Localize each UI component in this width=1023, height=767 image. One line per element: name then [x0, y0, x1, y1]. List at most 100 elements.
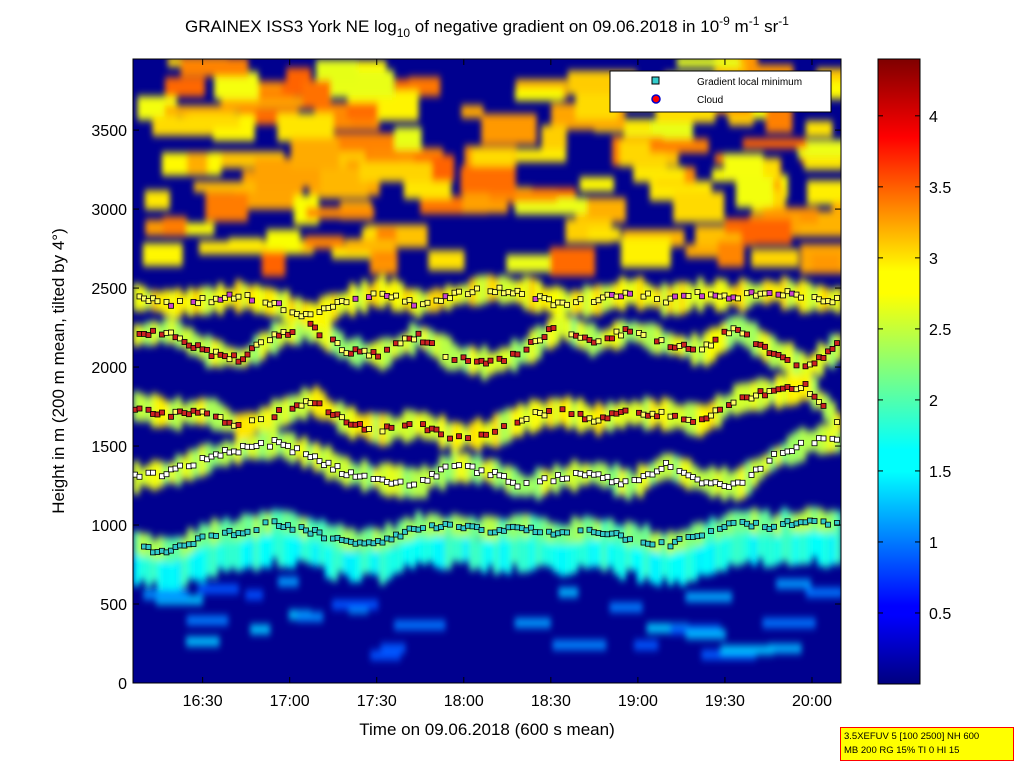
- heat-cell: [805, 371, 812, 401]
- info-line-2: MB 200 RG 15% TI 0 HI 15: [844, 745, 960, 756]
- heat-cell: [259, 332, 266, 360]
- gradient-minimum-marker: [834, 340, 840, 347]
- heat-cell: [768, 643, 802, 654]
- gradient-minimum-marker: [397, 533, 404, 540]
- heat-cell: [667, 554, 674, 586]
- heat-cell: [715, 327, 722, 355]
- gradient-minimum-marker: [757, 465, 764, 472]
- gradient-minimum-marker: [361, 472, 368, 479]
- gradient-minimum-marker: [316, 400, 323, 407]
- heat-cell: [193, 181, 256, 193]
- gradient-minimum-marker: [303, 527, 309, 534]
- gradient-minimum-marker: [312, 324, 318, 331]
- heat-cell: [229, 542, 236, 569]
- heat-cell: [295, 516, 302, 540]
- heat-cell: [739, 278, 746, 313]
- heat-cell: [499, 275, 506, 305]
- gradient-minimum-marker: [618, 532, 624, 539]
- heat-cell: [460, 166, 516, 194]
- heat-cell: [139, 468, 146, 486]
- y-tick-label: 1000: [91, 518, 127, 535]
- heat-cell: [397, 417, 404, 438]
- gradient-minimum-marker: [370, 290, 377, 297]
- heat-cell: [139, 556, 146, 581]
- heat-cell: [296, 612, 324, 622]
- heat-cell: [703, 285, 710, 304]
- heat-cell: [394, 620, 446, 630]
- heat-cell: [187, 287, 194, 317]
- heat-cell: [181, 556, 188, 587]
- heat-cell: [493, 540, 500, 575]
- gradient-minimum-marker: [829, 299, 836, 306]
- gradient-minimum-marker: [222, 294, 228, 301]
- heat-cell: [589, 539, 596, 568]
- gradient-minimum-marker: [510, 479, 516, 486]
- heat-cell: [805, 431, 812, 453]
- gradient-minimum-marker: [654, 413, 660, 420]
- heat-cell: [343, 457, 350, 487]
- gradient-minimum-marker: [546, 296, 552, 303]
- gradient-minimum-marker: [402, 528, 408, 535]
- heat-cell: [133, 555, 140, 586]
- gradient-minimum-marker: [343, 472, 350, 479]
- heat-cell: [475, 539, 482, 569]
- heat-cell: [319, 447, 326, 472]
- heat-cell: [631, 475, 638, 494]
- gradient-minimum-marker: [406, 421, 413, 427]
- heat-cell: [283, 290, 290, 324]
- gradient-minimum-marker: [465, 435, 471, 441]
- heat-cell: [433, 333, 440, 359]
- heat-cell: [720, 645, 774, 655]
- heat-cell: [529, 278, 536, 312]
- gradient-minimum-marker: [811, 518, 818, 524]
- gradient-minimum-marker: [784, 518, 791, 525]
- gradient-minimum-marker: [658, 408, 665, 415]
- colorbar-gradient: [877, 58, 921, 685]
- colorbar-tick-label: 3: [929, 251, 938, 268]
- gradient-minimum-marker: [649, 471, 656, 478]
- heat-cell: [721, 537, 728, 571]
- heat-cell: [637, 529, 644, 550]
- gradient-minimum-marker: [357, 421, 363, 427]
- gradient-minimum-marker: [366, 426, 372, 432]
- gradient-minimum-marker: [834, 295, 840, 301]
- gradient-minimum-marker: [334, 463, 341, 470]
- heat-cell: [769, 281, 776, 302]
- gradient-minimum-marker: [271, 518, 278, 525]
- gradient-minimum-marker: [294, 445, 300, 452]
- gradient-minimum-marker: [411, 336, 417, 343]
- gradient-minimum-marker: [334, 340, 341, 346]
- legend-label-gradient-min: Gradient local minimum: [697, 77, 802, 88]
- gradient-minimum-marker: [136, 473, 143, 480]
- heat-cell: [661, 332, 668, 353]
- heat-cell: [217, 543, 224, 569]
- heat-cell: [187, 327, 194, 356]
- heat-cell: [514, 618, 551, 628]
- heat-cell: [271, 429, 278, 458]
- heat-cell: [723, 153, 764, 180]
- heat-cell: [829, 402, 836, 429]
- gradient-minimum-marker: [204, 410, 210, 417]
- heat-cell: [259, 536, 266, 568]
- gradient-minimum-marker: [622, 478, 629, 485]
- heat-cell: [259, 287, 266, 314]
- heat-cell: [337, 332, 344, 359]
- heat-cell: [427, 469, 434, 488]
- gradient-minimum-marker: [375, 353, 381, 360]
- gradient-minimum-marker: [190, 462, 197, 469]
- gradient-minimum-marker: [168, 547, 174, 554]
- gradient-minimum-marker: [699, 293, 705, 300]
- heat-cell: [505, 408, 512, 443]
- heat-cell: [439, 333, 446, 366]
- heat-cell: [193, 448, 200, 478]
- gradient-minimum-marker: [285, 442, 291, 449]
- gradient-minimum-marker: [487, 357, 494, 364]
- heat-cell: [289, 512, 296, 542]
- heat-cell: [797, 139, 841, 158]
- gradient-minimum-marker: [150, 327, 156, 334]
- gradient-minimum-marker: [199, 533, 206, 540]
- heat-cell: [325, 545, 332, 579]
- gradient-minimum-marker: [276, 332, 282, 339]
- gradient-minimum-marker: [168, 302, 174, 309]
